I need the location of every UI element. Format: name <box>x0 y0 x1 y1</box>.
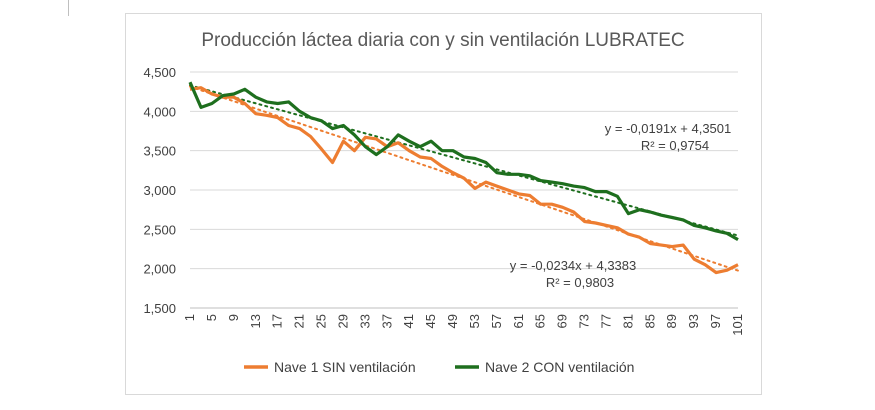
trendline-r2: R² = 0,9754 <box>641 138 709 153</box>
y-tick-label: 2,500 <box>143 222 176 237</box>
trendline-equation: y = -0,0191x + 4,3501 <box>605 121 731 136</box>
page-divider-line <box>68 0 69 16</box>
x-tick-label: 97 <box>708 314 723 328</box>
x-tick-label: 5 <box>204 314 219 321</box>
series-line <box>189 86 739 275</box>
legend-label: Nave 1 SIN ventilación <box>274 359 416 375</box>
x-tick-label: 85 <box>642 314 657 328</box>
x-tick-label: 17 <box>270 314 285 328</box>
series-lines <box>188 81 739 275</box>
x-tick-label: 49 <box>445 314 460 328</box>
chart-title: Producción láctea diaria con y sin venti… <box>201 30 684 51</box>
x-tick-label: 9 <box>226 314 241 321</box>
x-tick-label: 77 <box>598 314 613 328</box>
y-tick-label: 4,500 <box>143 65 176 80</box>
x-tick-label: 65 <box>533 314 548 328</box>
x-tick-label: 61 <box>511 314 526 328</box>
x-tick-label: 57 <box>489 314 504 328</box>
x-tick-label: 93 <box>686 314 701 328</box>
x-tick-label: 69 <box>555 314 570 328</box>
y-axis-ticks: 1,500 2,000 2,500 3,000 3,500 4,000 4,500 <box>143 65 176 316</box>
x-tick-label: 13 <box>248 314 263 328</box>
series-line <box>188 81 739 241</box>
trendline-equation: y = -0,0234x + 4,3383 <box>510 258 636 273</box>
chart-area <box>125 13 762 395</box>
x-tick-label: 1 <box>182 314 197 321</box>
x-tick-label: 37 <box>379 314 394 328</box>
x-tick-label: 81 <box>620 314 635 328</box>
y-tick-label: 3,000 <box>143 183 176 198</box>
y-tick-label: 2,000 <box>143 262 176 277</box>
x-tick-label: 89 <box>664 314 679 328</box>
x-tick-label: 33 <box>357 314 372 328</box>
x-tick-label: 21 <box>292 314 307 328</box>
y-tick-label: 4,000 <box>143 104 176 119</box>
x-tick-label: 25 <box>314 314 329 328</box>
x-axis-ticks: 1 5 9 13 17 21 25 29 33 37 41 45 49 53 57 61 65 69 73 77 81 8… <box>182 314 745 336</box>
legend: Nave 1 SIN ventilación Nave 2 CON ventila… <box>244 359 634 375</box>
x-tick-label: 29 <box>335 314 350 328</box>
y-tick-label: 1,500 <box>143 301 176 316</box>
x-tick-label: 45 <box>423 314 438 328</box>
x-tick-label: 41 <box>401 314 416 328</box>
gridlines <box>190 71 738 309</box>
legend-label: Nave 2 CON ventilación <box>485 359 634 375</box>
x-tick-label: 53 <box>467 314 482 328</box>
y-tick-label: 3,500 <box>143 144 176 159</box>
x-tick-label: 73 <box>577 314 592 328</box>
trendline-equations: y = -0,0191x + 4,3501 R² = 0,9754 y = -0,0… <box>510 121 731 290</box>
x-tick-label: 101 <box>730 314 745 336</box>
trendline-r2: R² = 0,9803 <box>546 275 614 290</box>
